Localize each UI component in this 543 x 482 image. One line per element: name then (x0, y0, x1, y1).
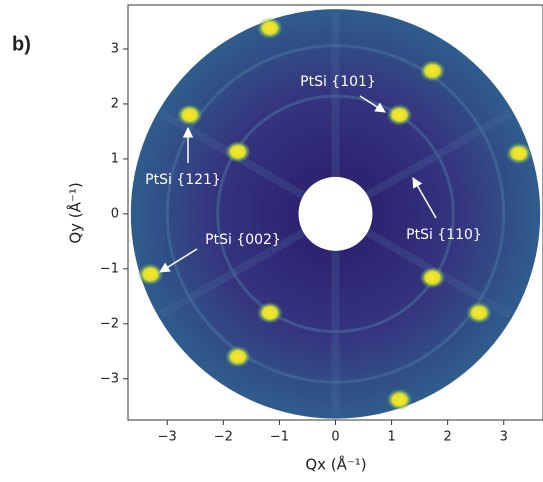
bragg-spot (419, 266, 446, 289)
bragg-spot (256, 17, 283, 40)
x-tick-label: −1 (270, 430, 289, 445)
x-tick-label: −3 (158, 430, 177, 445)
y-tick-label: 2 (111, 96, 119, 111)
annotation: PtSi {002} (205, 232, 281, 248)
y-tick-label: −1 (100, 261, 119, 276)
bragg-spot (466, 301, 493, 324)
x-tick-label: −2 (214, 430, 233, 445)
bragg-spot (137, 263, 164, 286)
y-tick-label: 3 (111, 41, 119, 56)
bragg-spot (224, 345, 251, 368)
panel-label: b) (12, 33, 31, 55)
bragg-spot (505, 142, 532, 165)
x-axis-label: Qx (Å⁻¹) (305, 455, 366, 474)
annotation: PtSi {121} (145, 172, 221, 188)
y-axis-label: Qy (Å⁻¹) (66, 182, 85, 243)
bragg-spot (386, 103, 413, 126)
plot-area (130, 9, 541, 419)
x-tick-label: 0 (331, 430, 339, 445)
y-tick-label: −2 (100, 316, 119, 331)
powder-ring (216, 94, 455, 334)
y-tick-label: 1 (111, 151, 119, 166)
annotation-arrow (359, 95, 386, 113)
annotation: PtSi {110} (406, 227, 482, 243)
x-tick-label: 1 (387, 430, 395, 445)
bragg-spot (386, 388, 413, 411)
bragg-spot (256, 301, 283, 324)
bragg-spot (419, 59, 446, 82)
annotation: PtSi {101} (300, 74, 376, 90)
x-tick-label: 2 (444, 430, 452, 445)
y-tick-label: 0 (111, 206, 119, 221)
annotation-arrow (412, 177, 437, 219)
bragg-spot (176, 103, 203, 126)
x-tick-label: 3 (500, 430, 508, 445)
annotation-arrow (159, 248, 198, 273)
y-tick-label: −3 (100, 371, 119, 386)
beam-stop (298, 176, 373, 251)
powder-ring (165, 44, 506, 384)
bragg-spot (224, 140, 251, 163)
